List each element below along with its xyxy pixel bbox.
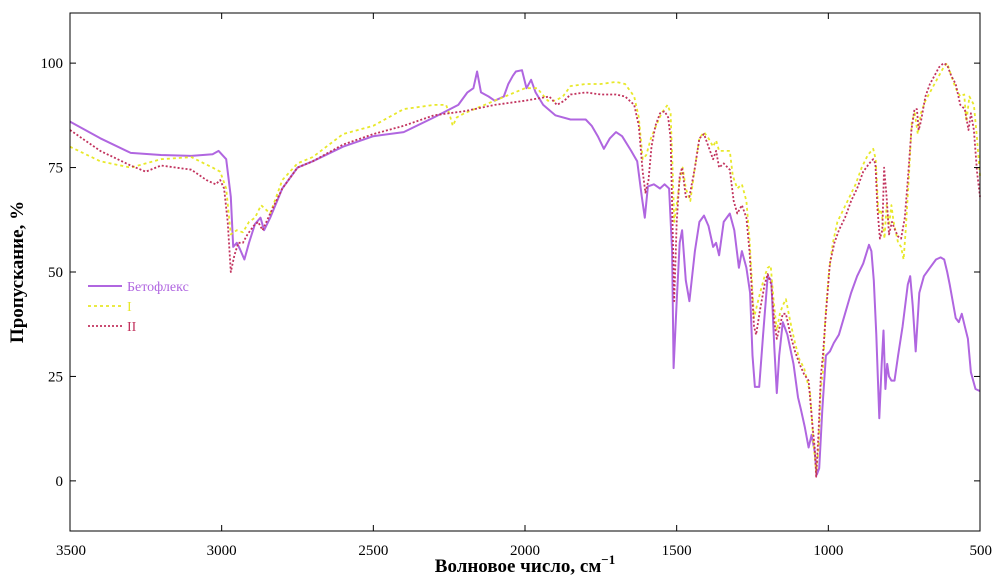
x-tick-label: 3000	[207, 543, 237, 559]
legend-label-1: I	[127, 300, 132, 315]
x-tick-label: 2000	[510, 543, 540, 559]
x-tick-label: 500	[970, 543, 993, 559]
y-tick-label: 100	[41, 56, 64, 72]
y-tick-label: 0	[56, 474, 64, 490]
legend-label-2: II	[127, 320, 137, 335]
y-axis-title: Пропускание, %	[7, 201, 28, 343]
y-tick-label: 75	[48, 161, 63, 177]
x-axis: 3500 3000 2500 2000 1500 1000 500	[56, 13, 992, 559]
series-line-2	[69, 62, 981, 478]
x-axis-title: Волновое число, см−1	[435, 552, 615, 576]
series-layer	[69, 62, 981, 478]
y-axis: 0 25 50 75 100	[41, 56, 980, 490]
x-axis-title-text: Волновое число, см	[435, 556, 602, 576]
x-tick-label: 1500	[662, 543, 692, 559]
plot-frame	[69, 12, 981, 532]
series-line-1	[69, 62, 981, 474]
series-line-0	[69, 69, 981, 476]
y-tick-label: 50	[48, 265, 63, 281]
x-tick-label: 3500	[56, 543, 86, 559]
x-tick-label: 2500	[358, 543, 388, 559]
legend-label-0: Бетофлекс	[127, 280, 189, 295]
x-tick-label: 1000	[813, 543, 843, 559]
x-axis-title-superscript: −1	[601, 552, 615, 567]
y-tick-label: 25	[48, 369, 63, 385]
